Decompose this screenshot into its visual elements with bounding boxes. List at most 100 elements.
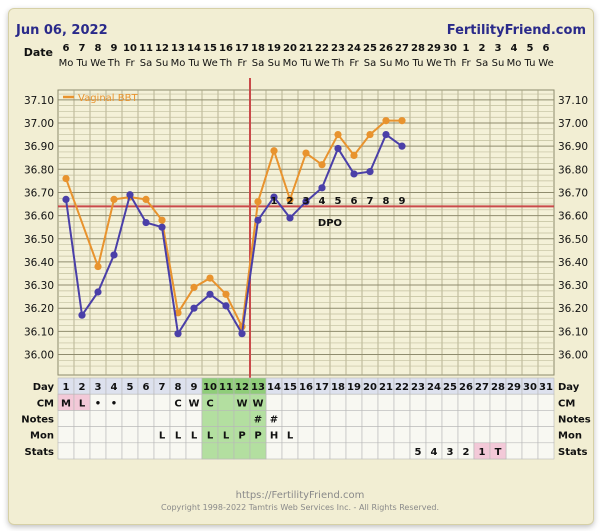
table-cell: [329, 393, 347, 411]
table-cell: [57, 426, 75, 444]
cm-value: W: [188, 398, 199, 409]
y-tick-label-left: 36.20: [24, 303, 54, 315]
stats-value: 5: [415, 447, 422, 458]
y-tick-label-left: 37.10: [24, 95, 54, 107]
table-day-number: 15: [283, 382, 297, 393]
weekday-label: Th: [219, 58, 232, 69]
dpo-number: 7: [367, 196, 374, 207]
table-cell: [313, 426, 331, 444]
weekday-label: Th: [107, 58, 120, 69]
table-cell: [153, 442, 171, 460]
second-series-line: [65, 133, 403, 337]
table-cell: [393, 410, 411, 427]
second-series-point: [318, 184, 326, 192]
y-tick-label-right: 36.90: [558, 141, 588, 153]
cm-value: C: [174, 398, 181, 409]
bbt-point: [318, 161, 326, 169]
table-cell: [521, 410, 539, 427]
table-cell: [537, 393, 555, 411]
second-series-point: [366, 168, 374, 176]
stats-value: T: [495, 447, 502, 458]
table-cell: [361, 410, 379, 427]
bbt-point: [222, 290, 230, 298]
table-cell: [73, 442, 91, 460]
weekday-label: Mo: [59, 58, 74, 69]
monitor-value: L: [175, 431, 182, 442]
second-series-point: [398, 142, 406, 150]
table-cell: [281, 393, 299, 411]
weekday-label: Th: [443, 58, 456, 69]
stats-value: 3: [447, 447, 454, 458]
fertile-cell: [217, 410, 235, 427]
y-tick-label-right: 36.30: [558, 280, 588, 292]
table-cell: [313, 393, 331, 411]
table-cell: [73, 410, 91, 427]
table-day-number: 9: [191, 382, 198, 393]
table-cell: [105, 442, 123, 460]
table-cell: [121, 442, 139, 460]
table-cell: [489, 393, 507, 411]
date-number: 8: [95, 43, 102, 54]
y-tick-label-left: 36.00: [24, 350, 54, 362]
table-cell: [377, 426, 395, 444]
y-tick-label-left: 36.10: [24, 326, 54, 338]
second-series-point: [158, 223, 166, 231]
table-cell: [169, 410, 187, 427]
table-cell: [297, 393, 315, 411]
table-cell: [297, 426, 315, 444]
weekday-label: Sa: [140, 58, 152, 69]
site-name[interactable]: FertilityFriend.com: [447, 23, 586, 38]
monitor-value: L: [287, 431, 294, 442]
y-tick-label-right: 36.20: [558, 303, 588, 315]
table-cell: [329, 442, 347, 460]
table-cell: [89, 442, 107, 460]
table-cell: [345, 426, 363, 444]
table-cell: [121, 410, 139, 427]
monitor-value: L: [207, 431, 214, 442]
table-cell: [409, 393, 427, 411]
table-day-number: 6: [143, 382, 150, 393]
weekday-label: We: [90, 58, 105, 69]
date-number: 5: [527, 43, 534, 54]
second-series-point: [126, 191, 134, 199]
table-cell: [441, 410, 459, 427]
table-cell: [361, 442, 379, 460]
table-day-number: 17: [315, 382, 329, 393]
table-day-number: 14: [267, 382, 281, 393]
table-cell: [281, 442, 299, 460]
table-cell: [73, 426, 91, 444]
y-tick-label-right: 36.60: [558, 211, 588, 223]
date-number: 4: [511, 43, 518, 54]
date-number: 25: [363, 43, 377, 54]
footer-url[interactable]: https://FertilityFriend.com: [235, 490, 365, 501]
table-day-number: 25: [443, 382, 457, 393]
weekday-label: Tu: [76, 58, 88, 69]
table-cell: [153, 393, 171, 411]
weekday-label: We: [426, 58, 441, 69]
bbt-point: [286, 195, 294, 203]
bbt-point: [62, 174, 70, 183]
table-day-number: 18: [331, 382, 345, 393]
dpo-number: 6: [351, 196, 358, 207]
dpo-number: 9: [399, 196, 406, 207]
table-day-number: 3: [95, 382, 102, 393]
table-row-label-left: Mon: [30, 431, 54, 442]
date-number: 1: [463, 43, 470, 54]
start-date-title: Jun 06, 2022: [15, 23, 108, 38]
weekday-label: Tu: [412, 58, 424, 69]
bbt-point: [174, 309, 182, 317]
table-cell: [329, 410, 347, 427]
bbt-point: [398, 117, 406, 125]
table-day-number: 1: [63, 382, 70, 393]
date-number: 29: [427, 43, 441, 54]
cm-value: W: [252, 398, 263, 409]
fertile-cell: [249, 442, 267, 460]
table-cell: [473, 393, 491, 411]
weekday-label: Su: [156, 58, 169, 69]
weekday-label: Mo: [171, 58, 186, 69]
second-series-point: [382, 130, 390, 139]
date-number: 3: [495, 43, 502, 54]
bbt-point: [142, 195, 150, 203]
second-series-point: [78, 311, 86, 319]
